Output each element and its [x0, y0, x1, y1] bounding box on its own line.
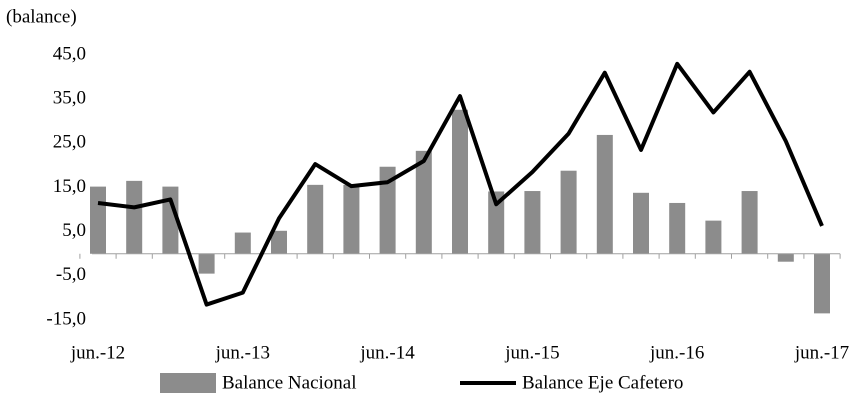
x-tick-label: jun.-12	[70, 342, 125, 363]
bar	[343, 184, 360, 254]
x-tick-label: jun.-13	[215, 342, 270, 363]
bar	[271, 230, 287, 254]
bar	[126, 180, 143, 254]
bar	[669, 202, 686, 254]
legend-swatch	[160, 373, 216, 393]
bar	[488, 191, 505, 254]
y-tick-label: -5,0	[56, 264, 86, 285]
legend-label: Balance Eje Cafetero	[522, 372, 683, 393]
bar	[90, 186, 106, 254]
bar	[777, 253, 794, 262]
legend-label: Balance Nacional	[222, 372, 357, 393]
x-tick-label: jun.-16	[649, 342, 704, 363]
y-tick-label: 35,0	[53, 88, 86, 109]
y-tick-label: -15,0	[46, 308, 86, 329]
bar	[162, 186, 179, 254]
y-axis-label: (balance)	[6, 6, 77, 27]
y-tick-label: 25,0	[53, 132, 86, 153]
bar	[814, 253, 830, 314]
bar	[560, 170, 577, 254]
y-tick-label: 15,0	[53, 176, 86, 197]
bar	[741, 191, 758, 254]
bar	[596, 134, 613, 254]
y-tick-label: 45,0	[53, 43, 86, 64]
y-tick-label: 5,0	[62, 220, 86, 241]
line	[97, 61, 824, 307]
x-tick-label: jun.-14	[359, 342, 415, 363]
bar	[198, 253, 215, 274]
x-tick-label: jun.-15	[504, 342, 559, 363]
bar	[633, 192, 649, 254]
bar	[705, 220, 722, 254]
bar	[452, 109, 468, 254]
bar	[234, 232, 251, 254]
bar	[379, 166, 396, 254]
bar	[524, 191, 541, 254]
bar	[415, 150, 432, 254]
x-tick-label: jun.-17	[794, 342, 849, 363]
bar	[307, 184, 324, 254]
